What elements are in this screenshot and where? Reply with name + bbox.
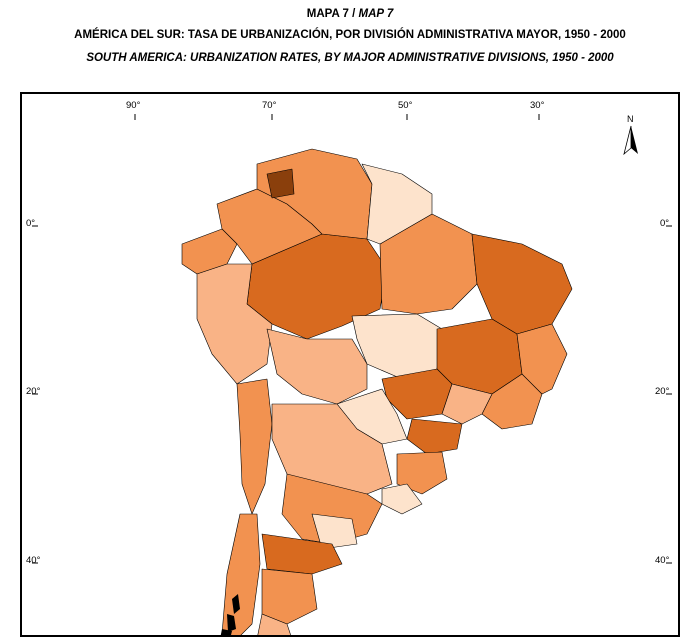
longitude-label-90: 90° [126, 100, 141, 111]
longitude-label-50: 50° [398, 100, 413, 111]
south-america-map [32, 114, 672, 635]
map-number-es: MAPA 7 / [306, 8, 359, 20]
map-number-en: MAP 7 [358, 8, 394, 20]
region-venezuela-dark [266, 168, 295, 199]
latitude-label-left-40: 40° [26, 555, 41, 566]
region-argentina-north [271, 403, 393, 495]
region-sao-paulo [441, 383, 493, 425]
map-title-english: SOUTH AMERICA: URBANIZATION RATES, BY MA… [86, 52, 614, 64]
latitude-label-right-0: 0° [660, 218, 670, 229]
map-frame [20, 92, 680, 637]
longitude-label-30: 30° [530, 100, 545, 111]
region-parana [406, 418, 463, 455]
north-arrow: N [621, 114, 641, 158]
region-bolivia [266, 328, 368, 405]
map-number: MAPA 7 / MAP 7 [0, 8, 700, 20]
region-uruguay [381, 483, 423, 515]
latitude-label-right-20: 20° [655, 386, 670, 397]
north-arrow-label: N [627, 114, 634, 124]
region-guianas [361, 163, 433, 245]
map-title-spanish: AMÉRICA DEL SUR: TASA DE URBANIZACIÓN, P… [74, 29, 626, 41]
north-arrow-icon [623, 125, 638, 156]
latitude-label-left-20: 20° [26, 386, 41, 397]
region-chile-north [236, 378, 273, 515]
graticule-ticks [32, 114, 672, 564]
region-argentina-light [311, 513, 358, 550]
region-peru [196, 263, 273, 385]
region-patagonia-south [261, 568, 318, 625]
latitude-label-right-40: 40° [655, 555, 670, 566]
region-northeast [471, 233, 573, 335]
longitude-label-70: 70° [262, 100, 277, 111]
latitude-label-left-0: 0° [26, 218, 36, 229]
region-para [379, 213, 478, 315]
region-rio-grande-sul [396, 451, 448, 495]
region-bahia [516, 323, 568, 395]
region-patagonia-north [261, 533, 343, 575]
